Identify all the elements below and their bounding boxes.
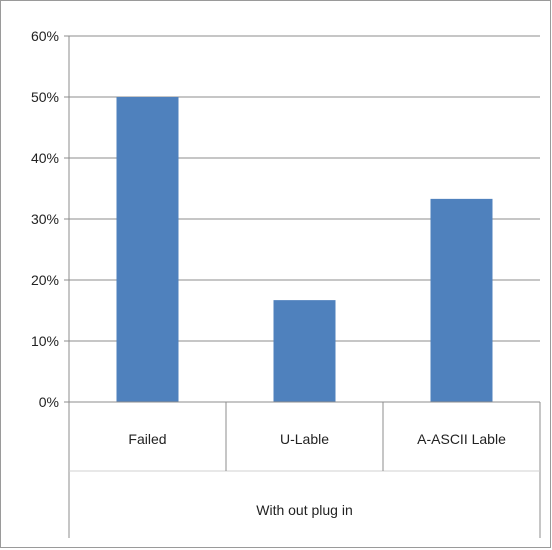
y-tick-label: 10% (31, 333, 59, 349)
bar (273, 300, 336, 402)
y-tick-label: 50% (31, 89, 59, 105)
category-labels: Failed U-Lable A-ASCII Lable (128, 431, 506, 447)
group-label: With out plug in (256, 502, 353, 518)
bar (430, 198, 493, 402)
y-tick-label: 60% (31, 28, 59, 44)
bars (116, 97, 493, 402)
axes (64, 35, 541, 538)
bar (116, 97, 179, 402)
y-tick-label: 30% (31, 211, 59, 227)
y-tick-labels: 0% 10% 20% 30% 40% 50% 60% (31, 28, 59, 410)
y-tick-label: 20% (31, 272, 59, 288)
category-label: U-Lable (280, 431, 329, 447)
y-tick-label: 40% (31, 150, 59, 166)
category-label: Failed (128, 431, 166, 447)
category-label: A-ASCII Lable (417, 431, 506, 447)
y-tick-label: 0% (39, 394, 59, 410)
